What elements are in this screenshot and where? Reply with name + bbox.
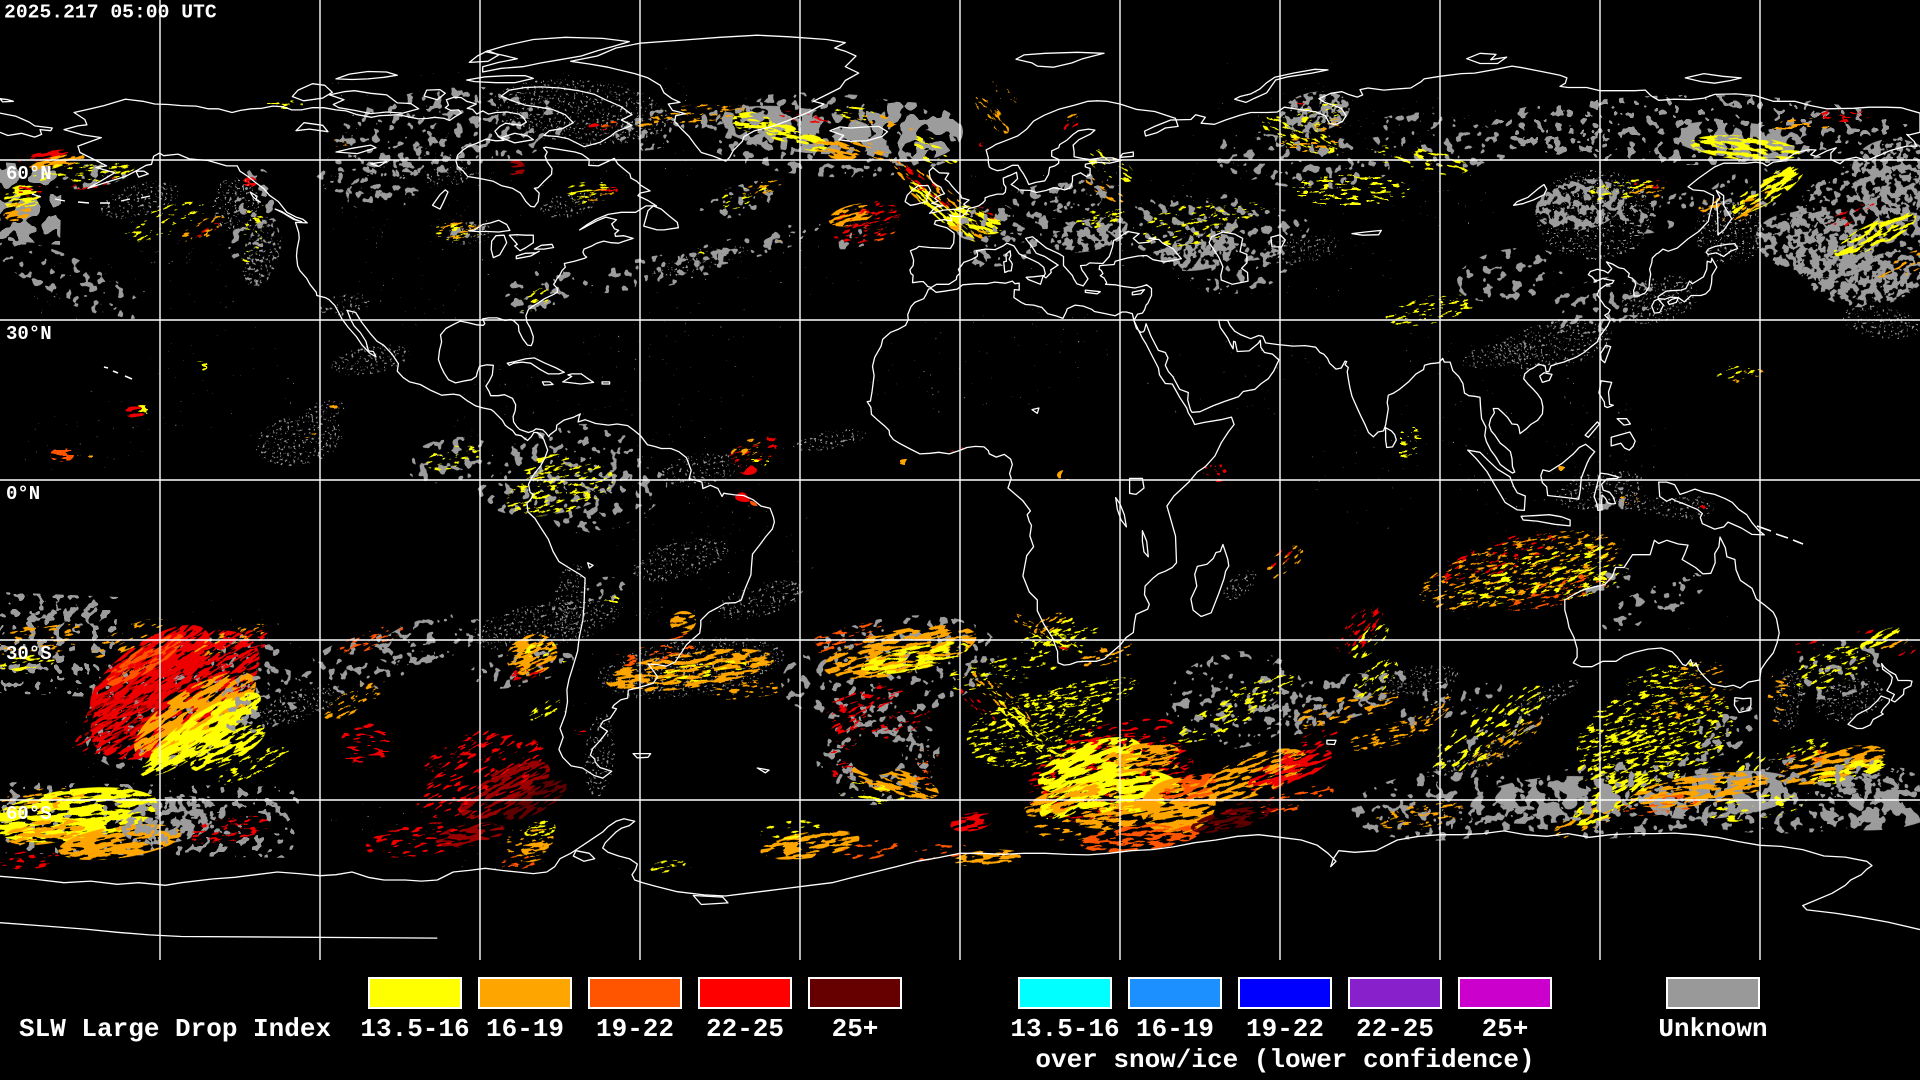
svg-text:60°S: 60°S	[6, 803, 52, 825]
svg-text:SLW Large Drop Index: SLW Large Drop Index	[19, 1014, 331, 1044]
svg-text:Unknown: Unknown	[1658, 1014, 1767, 1044]
svg-text:16-19: 16-19	[486, 1014, 564, 1044]
svg-text:0°N: 0°N	[6, 483, 40, 505]
svg-text:16-19: 16-19	[1136, 1014, 1214, 1044]
svg-text:30°N: 30°N	[6, 323, 52, 345]
svg-text:22-25: 22-25	[706, 1014, 784, 1044]
svg-text:30°S: 30°S	[6, 643, 52, 665]
svg-text:25+: 25+	[1482, 1014, 1529, 1044]
svg-text:13.5-16: 13.5-16	[360, 1014, 469, 1044]
svg-text:22-25: 22-25	[1356, 1014, 1434, 1044]
svg-text:13.5-16: 13.5-16	[1010, 1014, 1119, 1044]
svg-text:2025.217 05:00 UTC: 2025.217 05:00 UTC	[4, 2, 217, 24]
svg-text:over snow/ice (lower confidenc: over snow/ice (lower confidence)	[1035, 1045, 1534, 1075]
svg-text:25+: 25+	[832, 1014, 879, 1044]
svg-text:19-22: 19-22	[596, 1014, 674, 1044]
svg-text:60°N: 60°N	[6, 163, 52, 185]
svg-text:19-22: 19-22	[1246, 1014, 1324, 1044]
